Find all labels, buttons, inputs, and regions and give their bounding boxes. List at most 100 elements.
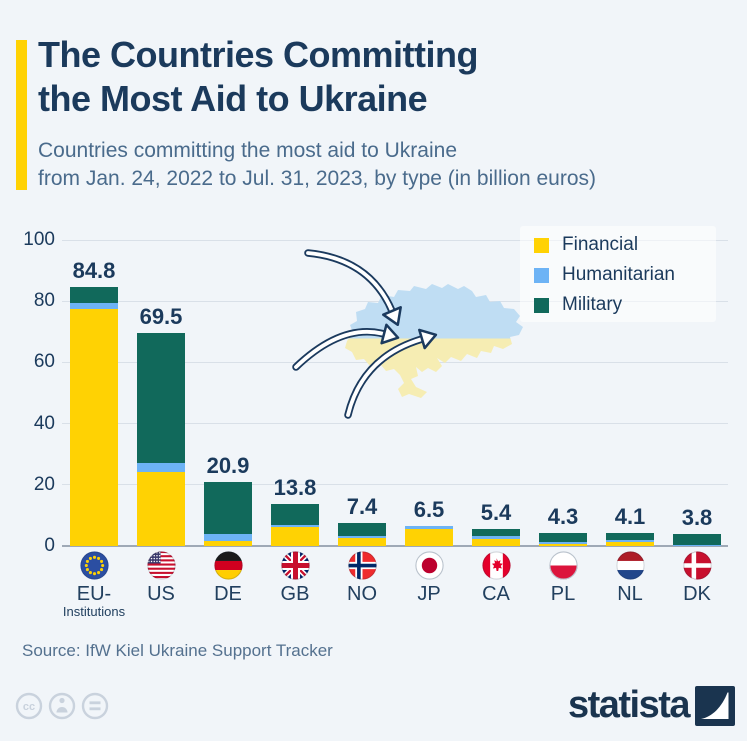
country-label: GB [280, 583, 310, 605]
country-label: US [147, 583, 175, 605]
bar-segment-financial [539, 543, 587, 546]
legend-swatch-humanitarian [534, 267, 549, 283]
statista-logo-icon [695, 685, 735, 726]
flag-eu-icon [79, 551, 109, 580]
y-axis-tick-label: 0 [44, 535, 55, 556]
x-axis-line [62, 545, 728, 547]
equals-icon [81, 692, 109, 720]
bar-segment-financial [204, 541, 252, 546]
bar-value-label: 6.5 [413, 497, 445, 523]
legend-item: Financial [534, 234, 675, 256]
gridline [62, 239, 728, 241]
country-sublabel: Institutions [62, 604, 126, 619]
ukraine-map-with-aid-arrows-icon [292, 249, 523, 419]
country-label: EU- Institutions [49, 584, 139, 619]
statista-wordmark: statista [567, 684, 691, 726]
country-label: DK [683, 583, 711, 605]
attribution-person-icon [48, 692, 76, 720]
flag-pl-icon [548, 551, 578, 580]
aid-arrow-bottom-icon [344, 328, 438, 419]
bar-value-label: 7.4 [346, 494, 378, 520]
flag-us-icon [146, 551, 176, 580]
bar-segment-military [70, 286, 118, 304]
legend: Financial Humanitarian Military [534, 234, 675, 324]
gridline [62, 484, 728, 486]
bar-nl [606, 533, 654, 546]
title-line-2: the Most Aid to Ukraine [38, 78, 428, 120]
bar-segment-financial [271, 527, 319, 546]
y-axis-tick-label: 100 [23, 229, 55, 250]
bar-segment-financial [137, 472, 185, 546]
title-line-1: The Countries Committing [38, 34, 479, 75]
bar-segment-financial [70, 309, 118, 546]
y-axis-tick-label: 40 [33, 412, 55, 434]
bar-segment-humanitarian [271, 525, 319, 528]
bar-value-label: 84.8 [72, 257, 116, 283]
flag-jp-icon [414, 551, 444, 580]
chart-subtitle: Countries committing the most aid to Ukr… [38, 137, 596, 194]
legend-swatch-military [534, 297, 549, 313]
bar-segment-financial [606, 542, 654, 546]
flag-nl-icon [615, 551, 645, 580]
statista-brand: statista [568, 684, 735, 727]
bar-segment-humanitarian [338, 535, 386, 539]
subtitle-line-1: Countries committing the most aid to Ukr… [38, 139, 458, 162]
bar-segment-military [338, 523, 386, 536]
bar-segment-military [673, 534, 721, 545]
flag-gb-icon [280, 551, 310, 580]
bar-jp [405, 526, 453, 546]
legend-panel [520, 226, 716, 322]
svg-text:cc: cc [23, 701, 35, 713]
bar-value-label: 13.8 [273, 474, 317, 500]
bar-segment-financial [338, 538, 386, 546]
legend-item: Humanitarian [534, 264, 675, 286]
bar-segment-military [137, 333, 185, 463]
ukraine-map-icon [345, 284, 523, 398]
bar-segment-financial [472, 538, 520, 546]
creative-commons-license-icons: cc [15, 692, 109, 720]
bar-segment-military [204, 482, 252, 535]
bar-gb [271, 503, 319, 546]
bar-eu [70, 286, 118, 546]
legend-label: Military [562, 294, 623, 315]
bar-segment-humanitarian [204, 534, 252, 542]
cc-icon: cc [15, 692, 43, 720]
bar-segment-humanitarian [673, 544, 721, 546]
flag-dk-icon [682, 551, 712, 580]
bar-segment-military [271, 503, 319, 526]
y-axis-tick-label: 80 [33, 290, 55, 312]
bar-value-label: 4.1 [614, 504, 646, 530]
country-label: CA [482, 583, 510, 605]
bar-segment-humanitarian [405, 526, 453, 530]
country-label: PL [550, 583, 576, 605]
bar-segment-financial [405, 529, 453, 546]
bar-value-label: 5.4 [480, 500, 512, 526]
bar-dk [673, 534, 721, 546]
bar-segment-humanitarian [606, 539, 654, 543]
accent-bar [16, 40, 27, 190]
bar-value-label: 4.3 [547, 503, 579, 529]
y-axis-tick-label: 20 [33, 473, 55, 495]
bar-segment-humanitarian [70, 303, 118, 310]
bar-segment-humanitarian [539, 541, 587, 544]
legend-label: Financial [562, 234, 639, 255]
bar-value-label: 69.5 [139, 304, 183, 330]
country-label: DE [214, 583, 242, 605]
bar-segment-military [606, 533, 654, 540]
country-label: JP [417, 583, 441, 605]
bar-de [204, 482, 252, 546]
flag-ca-icon [481, 551, 511, 580]
gridline [62, 423, 728, 425]
flag-de-icon [213, 551, 243, 580]
country-label: NO [347, 583, 377, 605]
aid-arrow-middle-icon [292, 323, 400, 371]
legend-swatch-financial [534, 237, 549, 253]
source-text: Source: IfW Kiel Ukraine Support Tracker [22, 641, 333, 660]
subtitle-line-2: from Jan. 24, 2022 to Jul. 31, 2023, by … [38, 167, 596, 191]
bar-segment-military [472, 529, 520, 536]
flag-no-icon [347, 551, 377, 580]
page-title: The Countries Committing the Most Aid to… [38, 33, 479, 122]
legend-item: Military [534, 294, 675, 316]
bar-segment-humanitarian [472, 535, 520, 539]
